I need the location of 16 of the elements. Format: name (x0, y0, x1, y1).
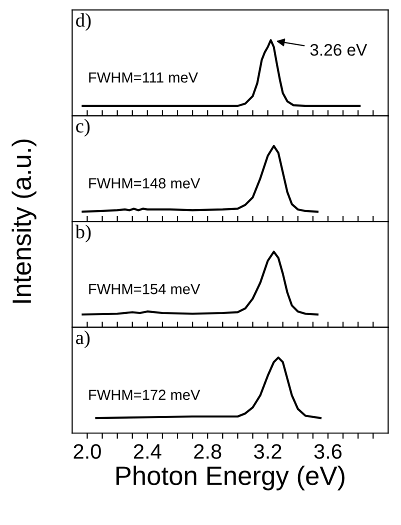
annotation: 3.26 eV (310, 44, 368, 56)
text: d) (76, 13, 91, 31)
annotation: FWHM=172 meV (89, 390, 200, 400)
x-tick-label: 2.8 (194, 444, 222, 459)
x-tick-label: 2.0 (74, 444, 101, 459)
x-axis-title: Photon Energy (eV) (116, 466, 344, 490)
annotation: FWHM=111 meV (89, 72, 198, 83)
annotation: FWHM=148 meV (89, 178, 200, 188)
x-tick-label: 3.6 (314, 444, 342, 459)
text: a) (76, 330, 90, 348)
x-tick-label: 2.4 (134, 444, 162, 459)
text: c) (76, 118, 90, 137)
x-tick-label: 3.2 (254, 444, 282, 459)
text: b) (75, 224, 91, 242)
annotation: FWHM=154 meV (89, 284, 200, 294)
y-axis-title: Intensity (a.u.) (12, 140, 36, 303)
